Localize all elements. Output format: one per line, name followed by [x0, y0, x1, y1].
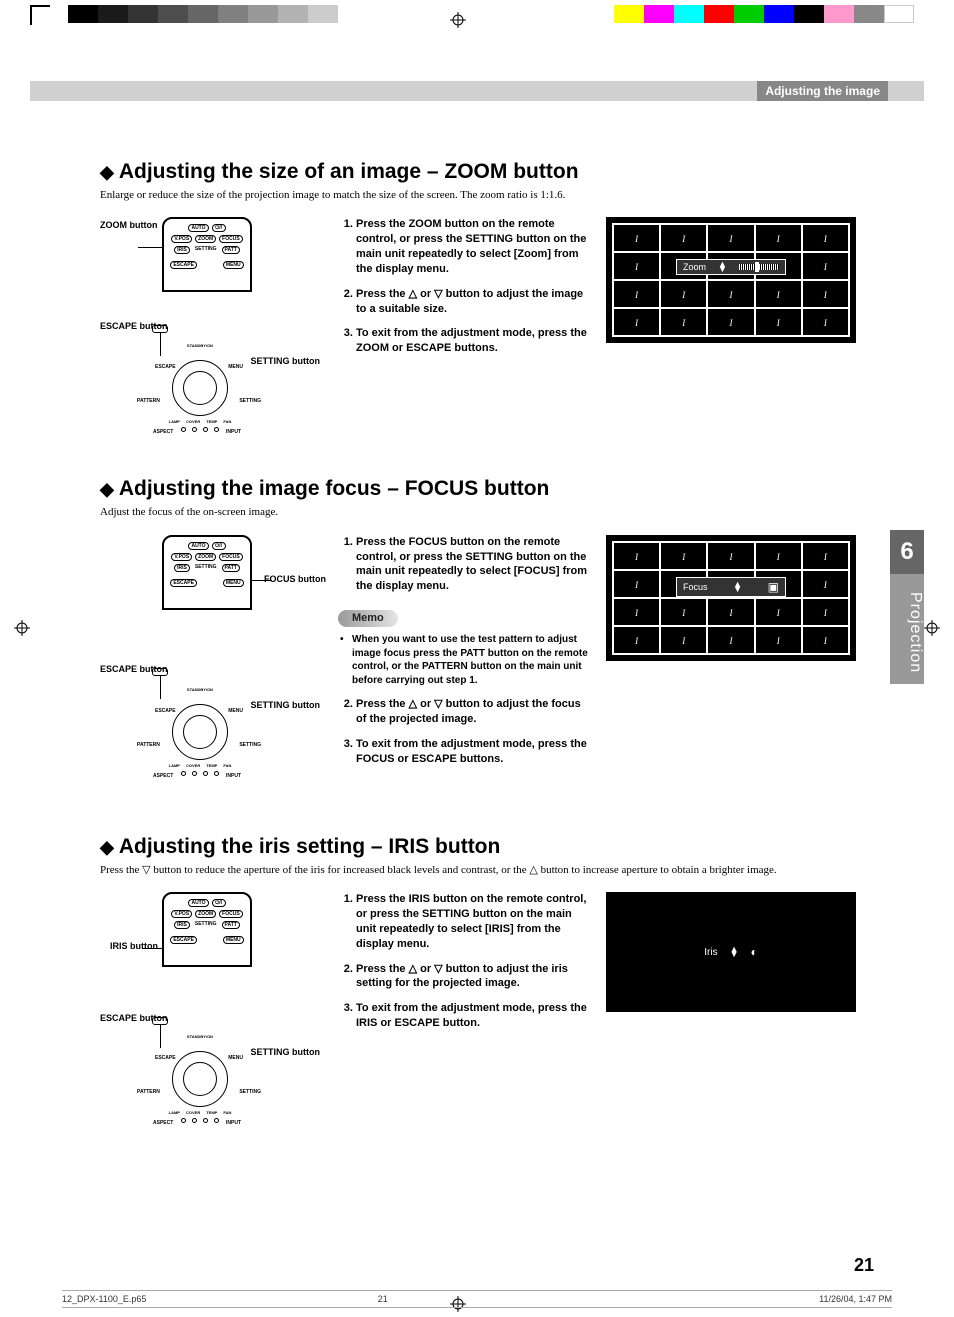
- steps-zoom: Press the ZOOM button on the remote cont…: [338, 217, 588, 447]
- chapter-label: Adjusting the image: [757, 81, 888, 101]
- page-number: 21: [854, 1255, 874, 1276]
- diagram-iris: IRIS button AUTO⏻/I V.POSZOOMFOCUS IRISS…: [100, 892, 320, 1142]
- section-zoom: Adjusting the size of an image – ZOOM bu…: [100, 160, 876, 447]
- diagram-zoom: ZOOM button AUTO⏻/I V.POSZOOMFOCUS IRISS…: [100, 217, 320, 447]
- callout-setting-button: SETTING button: [251, 1048, 321, 1057]
- footer: 12_DPX-1100_E.p65 21 11/26/04, 1:47 PM: [62, 1290, 892, 1308]
- section-focus: Adjusting the image focus – FOCUS button…: [100, 477, 876, 804]
- remote-diagram: AUTO⏻/I V.POSZOOMFOCUS IRISSETTINGPATT E…: [162, 535, 252, 610]
- callout-focus-button: FOCUS button: [264, 575, 326, 584]
- step-item: To exit from the adjustment mode, press …: [356, 1001, 588, 1031]
- registration-mark-icon: [924, 620, 940, 636]
- steps-iris: Press the IRIS button on the remote cont…: [338, 892, 588, 1142]
- registration-mark-icon: [450, 12, 466, 28]
- callout-iris-button: IRIS button: [110, 942, 158, 951]
- step-item: To exit from the adjustment mode, press …: [356, 326, 588, 356]
- control-dial: ESCAPE MENU PATTERN SETTING ASPECT INPUT…: [155, 1051, 245, 1136]
- color-bar: [614, 5, 914, 23]
- osd-label: Iris: [704, 947, 717, 958]
- footer-file: 12_DPX-1100_E.p65: [62, 1294, 146, 1304]
- control-dial: ESCAPE MENU PATTERN SETTING ASPECT INPUT…: [155, 704, 245, 789]
- osd-label: Focus: [683, 582, 708, 592]
- osd-iris: Iris ▲▼ ◐: [606, 892, 856, 1142]
- step-item: Press the △ or ▽ button to adjust the im…: [356, 287, 588, 317]
- memo-text: When you want to use the test pattern to…: [338, 633, 588, 687]
- osd-label: Zoom: [683, 262, 706, 272]
- step-item: Press the △ or ▽ button to adjust the ir…: [356, 962, 588, 992]
- side-tab-number: 6: [890, 530, 924, 574]
- footer-page: 21: [378, 1294, 388, 1304]
- callout-setting-button: SETTING button: [251, 357, 321, 366]
- footer-timestamp: 11/26/04, 1:47 PM: [819, 1294, 892, 1304]
- control-dial: ESCAPE MENU PATTERN SETTING ASPECT INPUT…: [155, 360, 245, 445]
- steps-focus: Press the FOCUS button on the remote con…: [338, 535, 588, 805]
- grayscale-bar: [68, 5, 338, 23]
- osd-zoom: IIIII IIIII Zoom▲▼ IIIII IIIII: [606, 217, 856, 447]
- section-subtitle: Enlarge or reduce the size of the projec…: [100, 188, 876, 203]
- section-heading: Adjusting the iris setting – IRIS button: [100, 835, 876, 859]
- section-subtitle: Press the ▽ button to reduce the apertur…: [100, 863, 876, 878]
- step-item: To exit from the adjustment mode, press …: [356, 737, 588, 767]
- step-item: Press the △ or ▽ button to adjust the fo…: [356, 697, 588, 727]
- section-heading: Adjusting the image focus – FOCUS button: [100, 477, 876, 501]
- callout-zoom-button: ZOOM button: [100, 221, 157, 230]
- section-heading: Adjusting the size of an image – ZOOM bu…: [100, 160, 876, 184]
- diagram-focus: FOCUS button AUTO⏻/I V.POSZOOMFOCUS IRIS…: [100, 535, 320, 805]
- section-subtitle: Adjust the focus of the on-screen image.: [100, 505, 876, 520]
- remote-diagram: AUTO⏻/I V.POSZOOMFOCUS IRISSETTINGPATT E…: [162, 217, 252, 292]
- remote-diagram: AUTO⏻/I V.POSZOOMFOCUS IRISSETTINGPATT E…: [162, 892, 252, 967]
- osd-focus: IIIII IIIII Focus▲▼▣ IIIII IIIII: [606, 535, 856, 805]
- corner-bracket: [30, 5, 50, 25]
- step-item: Press the IRIS button on the remote cont…: [356, 892, 588, 951]
- step-item: Press the FOCUS button on the remote con…: [356, 535, 588, 594]
- registration-mark-icon: [14, 620, 30, 636]
- section-iris: Adjusting the iris setting – IRIS button…: [100, 835, 876, 1142]
- memo-badge: Memo: [338, 610, 398, 627]
- side-tab-label: Projection: [890, 574, 924, 684]
- callout-setting-button: SETTING button: [251, 701, 321, 710]
- step-item: Press the ZOOM button on the remote cont…: [356, 217, 588, 276]
